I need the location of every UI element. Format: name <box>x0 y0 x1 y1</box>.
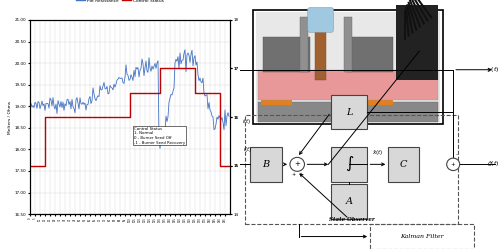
Y-axis label: Melters / Ohms: Melters / Ohms <box>8 101 12 133</box>
Bar <box>316 10 326 80</box>
Control Status <box>39 164 45 167</box>
Bar <box>264 37 310 72</box>
Control Status <box>210 91 216 94</box>
Text: $\hat{x}(t)$: $\hat{x}(t)$ <box>372 148 384 158</box>
Text: +: + <box>451 162 456 167</box>
Bar <box>253 10 443 124</box>
Bar <box>408 1 418 31</box>
Bar <box>331 147 368 182</box>
Pot Resistance <box>27 100 33 103</box>
Bar <box>408 0 422 28</box>
Pot Resistance <box>218 119 224 122</box>
Pot Resistance <box>226 115 232 118</box>
Text: Kalman Filter: Kalman Filter <box>400 234 444 239</box>
Pot Resistance <box>64 98 70 101</box>
Bar <box>413 0 433 19</box>
Control Status <box>35 164 41 167</box>
Control Status <box>157 67 163 70</box>
FancyBboxPatch shape <box>308 7 334 32</box>
Circle shape <box>290 157 304 171</box>
Text: +: + <box>292 172 296 177</box>
Bar <box>362 97 394 105</box>
Bar <box>256 12 440 122</box>
Y-axis label: $i(t)$: $i(t)$ <box>242 117 252 126</box>
Text: +: + <box>299 172 303 177</box>
Circle shape <box>446 158 460 171</box>
Bar <box>412 0 429 22</box>
Bar <box>331 95 368 129</box>
Control Status <box>226 164 232 167</box>
Text: +: + <box>294 161 300 167</box>
Control Status <box>80 116 86 119</box>
Bar <box>261 97 292 105</box>
Bar <box>258 102 438 122</box>
Text: $i(t)$: $i(t)$ <box>242 145 252 154</box>
Bar <box>410 0 425 25</box>
Bar <box>258 70 438 100</box>
Control Status <box>217 164 223 167</box>
Line: Pot Resistance: Pot Resistance <box>30 50 229 148</box>
Text: C: C <box>400 160 407 169</box>
Text: A: A <box>346 197 352 206</box>
Line: Control Status: Control Status <box>30 68 229 166</box>
Pot Resistance <box>211 128 217 131</box>
Text: State Observer: State Observer <box>329 217 374 222</box>
Bar <box>404 10 406 40</box>
Control Status <box>27 164 33 167</box>
Bar <box>396 5 438 80</box>
Bar <box>300 17 308 72</box>
Pot Resistance <box>157 147 163 150</box>
Bar <box>346 37 394 72</box>
Pot Resistance <box>182 48 188 51</box>
Bar <box>405 7 410 37</box>
Bar <box>331 184 368 219</box>
Pot Resistance <box>39 100 45 103</box>
Text: $\hat{g}(t)$: $\hat{g}(t)$ <box>488 159 500 169</box>
Text: B: B <box>262 160 270 169</box>
Bar <box>388 147 420 182</box>
Bar <box>370 224 474 249</box>
Legend: Pot Resistance, Control Status: Pot Resistance, Control Status <box>74 0 166 4</box>
Text: L: L <box>346 108 352 117</box>
Pot Resistance <box>35 100 41 103</box>
Text: $\int$: $\int$ <box>344 155 354 174</box>
Pot Resistance <box>80 101 86 104</box>
Bar <box>245 115 458 224</box>
Text: $y(t)$: $y(t)$ <box>488 65 500 74</box>
Bar <box>406 4 413 34</box>
Text: -: - <box>456 152 458 157</box>
Control Status <box>64 116 70 119</box>
Bar <box>250 147 282 182</box>
Bar <box>344 17 352 72</box>
Text: Control Status
1- Normal
0 - Burner Seed Off
-1 - Burner Seed Recovery: Control Status 1- Normal 0 - Burner Seed… <box>134 127 185 144</box>
